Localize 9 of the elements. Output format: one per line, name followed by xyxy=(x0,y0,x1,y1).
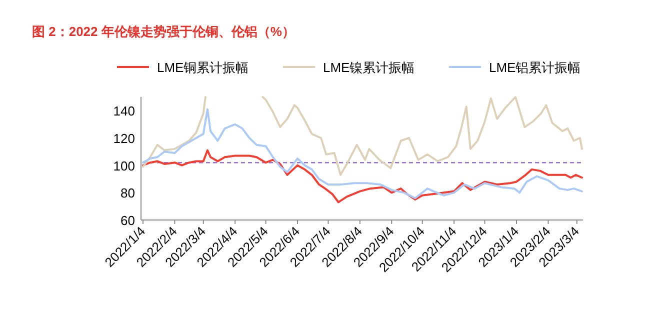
legend-label: LME镍累计振幅 xyxy=(323,60,415,75)
y-tick-label: 120 xyxy=(113,131,135,146)
y-tick-label: 140 xyxy=(113,104,135,119)
legend-label: LME铝累计振幅 xyxy=(489,60,581,75)
title: 图 2：2022 年伦镍走势强于伦铜、伦铝（%） xyxy=(32,24,295,39)
y-tick-label: 80 xyxy=(120,186,135,201)
y-tick-label: 100 xyxy=(113,158,135,174)
y-tick-label: 60 xyxy=(120,213,135,228)
legend-label: LME铜累计振幅 xyxy=(157,60,249,75)
